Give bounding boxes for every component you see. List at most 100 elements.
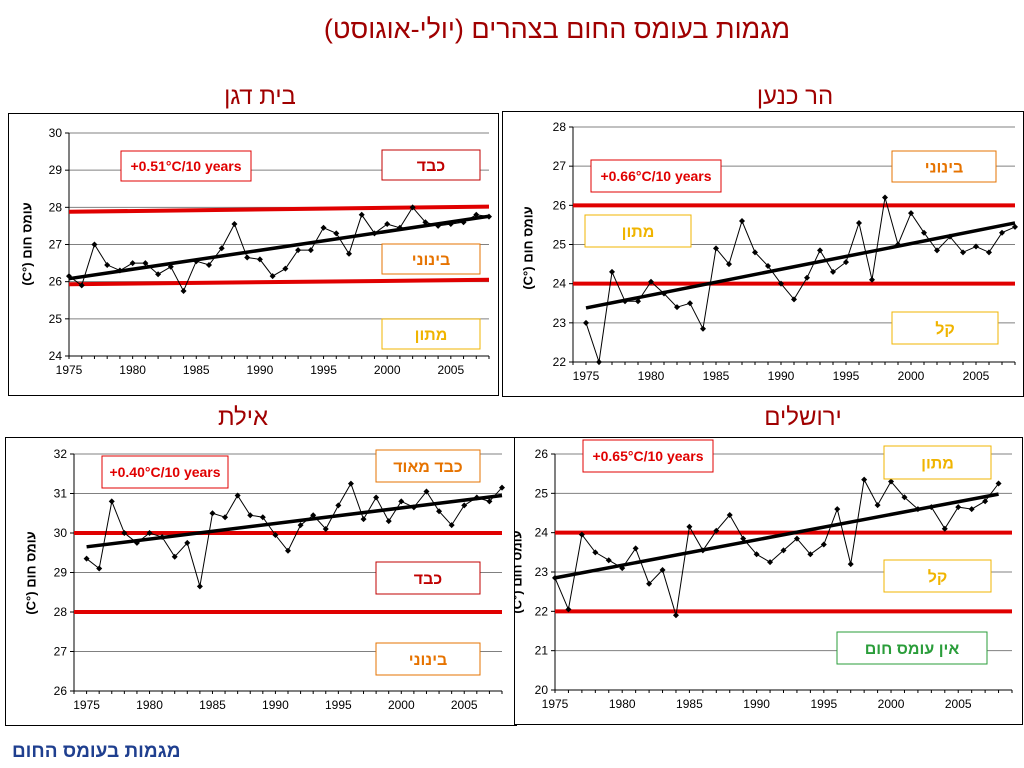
x-tick-label: 1985 (183, 363, 210, 377)
category-box (375, 561, 481, 595)
category-box (381, 318, 481, 350)
data-point (686, 523, 693, 530)
x-tick-label: 1980 (609, 697, 636, 711)
trend-line (554, 492, 999, 580)
data-point (409, 204, 416, 211)
data-point (96, 565, 103, 572)
data-point (817, 247, 823, 254)
data-point (820, 541, 827, 548)
x-tick-label: 2000 (878, 697, 905, 711)
trend-label-box (582, 439, 714, 473)
data-point (856, 219, 862, 226)
category-box (381, 243, 481, 275)
data-point (753, 551, 760, 558)
data-point (385, 518, 392, 525)
threshold-line-1 (68, 204, 490, 214)
data-point (282, 265, 289, 272)
y-tick-label: 21 (535, 644, 549, 658)
x-tick-label: 1975 (73, 698, 100, 712)
category-label: קל (935, 320, 955, 338)
category-box (883, 559, 992, 593)
y-axis-label: עומס חום (°C) (520, 206, 535, 289)
data-point (269, 273, 276, 280)
data-point (986, 249, 992, 256)
data-point (941, 525, 948, 532)
chart-panel-jerusalem: 20 21 22 23 24 25 26 1975 1980 1985 1990 1995 2000 20… (514, 437, 1023, 725)
x-tick-label: 1990 (743, 697, 770, 711)
data-point (767, 559, 774, 566)
data-point (218, 245, 225, 252)
y-tick-label: 25 (49, 312, 63, 326)
data-point (700, 325, 706, 332)
y-tick-label: 27 (54, 645, 68, 659)
data-point (146, 530, 153, 536)
data-point (955, 504, 962, 511)
data-point (78, 282, 85, 289)
data-point (184, 539, 191, 546)
data-point (874, 502, 881, 509)
footer-caption: מגמות בעומס החום (12, 741, 181, 762)
data-point (605, 557, 612, 564)
category-label: קל (928, 568, 948, 586)
trend-label-box (590, 159, 722, 193)
data-point (83, 555, 90, 562)
data-point (635, 298, 641, 305)
x-tick-label: 1975 (573, 369, 600, 383)
data-point (578, 531, 585, 538)
station-title-har-canaan: הר כנען (756, 83, 834, 110)
x-tick-label: 1995 (325, 698, 352, 712)
series-line (86, 482, 503, 587)
category-label: מתון (921, 456, 954, 473)
y-tick-label: 28 (553, 120, 567, 134)
category-label: כבד מאוד (393, 459, 463, 476)
category-box (891, 311, 999, 345)
data-point (360, 516, 367, 523)
data-point (804, 274, 810, 281)
x-tick-label: 2005 (945, 697, 972, 711)
y-tick-label: 28 (54, 605, 68, 619)
trend-label: +0.65°C/10 years (592, 448, 703, 464)
data-point (222, 514, 229, 521)
x-tick-label: 1985 (703, 369, 730, 383)
data-point (619, 565, 626, 572)
data-point (847, 561, 854, 568)
data-point (461, 502, 468, 509)
data-point (834, 506, 841, 513)
data-point (596, 359, 602, 365)
x-tick-label: 1990 (768, 369, 795, 383)
trend-label: +0.51°C/10 years (130, 158, 241, 174)
y-tick-label: 24 (49, 349, 63, 363)
data-point (155, 271, 162, 278)
data-point (793, 535, 800, 542)
category-label: מתון (415, 327, 448, 344)
data-point (565, 606, 572, 613)
x-tick-label: 2000 (388, 698, 415, 712)
x-tick-label: 1985 (199, 698, 226, 712)
station-title-beit-dagan: בית דגן (224, 83, 296, 110)
chart-panel-har-canaan: 22 23 24 25 26 27 28 1975 1980 1985 1990 1995 2000 20… (502, 111, 1024, 397)
data-point (108, 498, 115, 505)
data-point (297, 522, 304, 529)
data-point (422, 219, 429, 226)
data-point (335, 502, 342, 509)
series-line (585, 197, 1016, 363)
category-label: אין עומס חום (865, 641, 960, 658)
data-point (901, 494, 908, 501)
data-point (231, 221, 238, 228)
x-tick-label: 1990 (262, 698, 289, 712)
chart-beit-dagan: 24 25 26 27 28 29 30 1975 1980 1985 1990 1995 2000 20… (19, 126, 492, 377)
data-point (121, 530, 128, 536)
x-tick-label: 2000 (374, 363, 401, 377)
data-point (908, 210, 914, 217)
y-tick-label: 25 (535, 486, 549, 500)
data-point (244, 254, 251, 261)
data-point (830, 268, 836, 275)
data-point (91, 241, 98, 248)
station-title-eilat: אילת (217, 404, 269, 431)
category-label: כבד (417, 158, 445, 175)
y-axis-label: עומס חום (°C) (515, 530, 524, 613)
y-tick-label: 25 (553, 238, 567, 252)
chart-har-canaan: 22 23 24 25 26 27 28 1975 1980 1985 1990 1995 2000 20… (520, 120, 1018, 383)
data-point (726, 511, 733, 518)
data-point (209, 510, 216, 517)
